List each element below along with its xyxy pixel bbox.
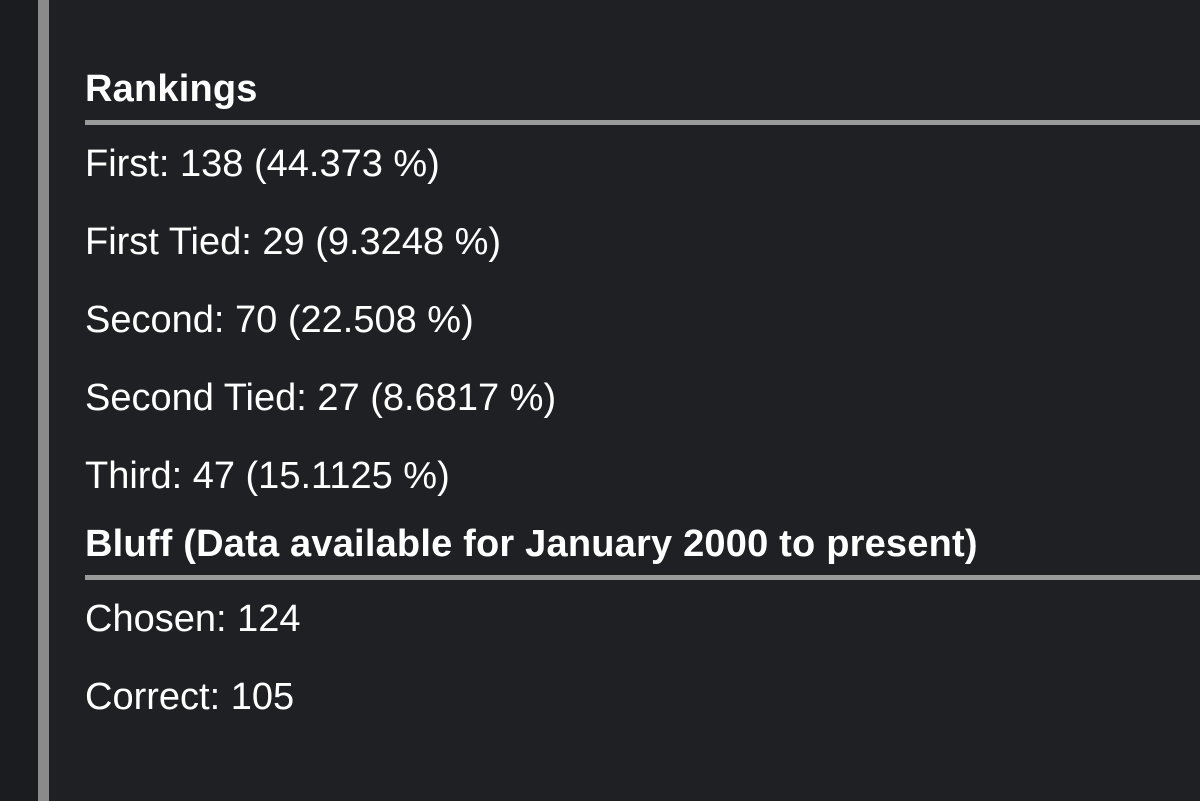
stat-third: Third: 47 (15.1125 %) [85, 455, 1200, 497]
stat-label: Chosen: [85, 598, 227, 640]
stat-value: 47 (15.1125 %) [192, 455, 450, 497]
stat-label: Second Tied: [85, 377, 307, 419]
left-gutter [0, 0, 38, 801]
stat-label: Second: [85, 299, 225, 341]
stat-label: Correct: [85, 676, 221, 718]
stat-value: 105 [230, 676, 295, 718]
stat-correct: Correct: 105 [85, 676, 1200, 718]
stat-label: Third: [85, 455, 183, 497]
stat-value: 29 (9.3248 %) [262, 221, 502, 263]
stat-second: Second: 70 (22.508 %) [85, 299, 1200, 341]
stat-first: First: 138 (44.373 %) [85, 143, 1200, 185]
stat-value: 70 (22.508 %) [235, 299, 474, 341]
bluff-heading: Bluff (Data available for January 2000 t… [85, 523, 978, 565]
stat-label: First Tied: [85, 221, 252, 263]
stats-panel: Rankings First: 138 (44.373 %) First Tie… [85, 62, 1200, 754]
stat-value: 27 (8.6817 %) [317, 377, 557, 419]
stat-first-tied: First Tied: 29 (9.3248 %) [85, 221, 1200, 263]
stat-chosen: Chosen: 124 [85, 598, 1200, 640]
stat-value: 138 (44.373 %) [180, 143, 440, 185]
rankings-heading: Rankings [85, 68, 258, 110]
rankings-divider [85, 120, 1200, 125]
stat-label: First: [85, 143, 170, 185]
left-border [38, 0, 49, 801]
stat-value: 124 [237, 598, 301, 640]
stat-second-tied: Second Tied: 27 (8.6817 %) [85, 377, 1200, 419]
bluff-divider [85, 575, 1200, 580]
